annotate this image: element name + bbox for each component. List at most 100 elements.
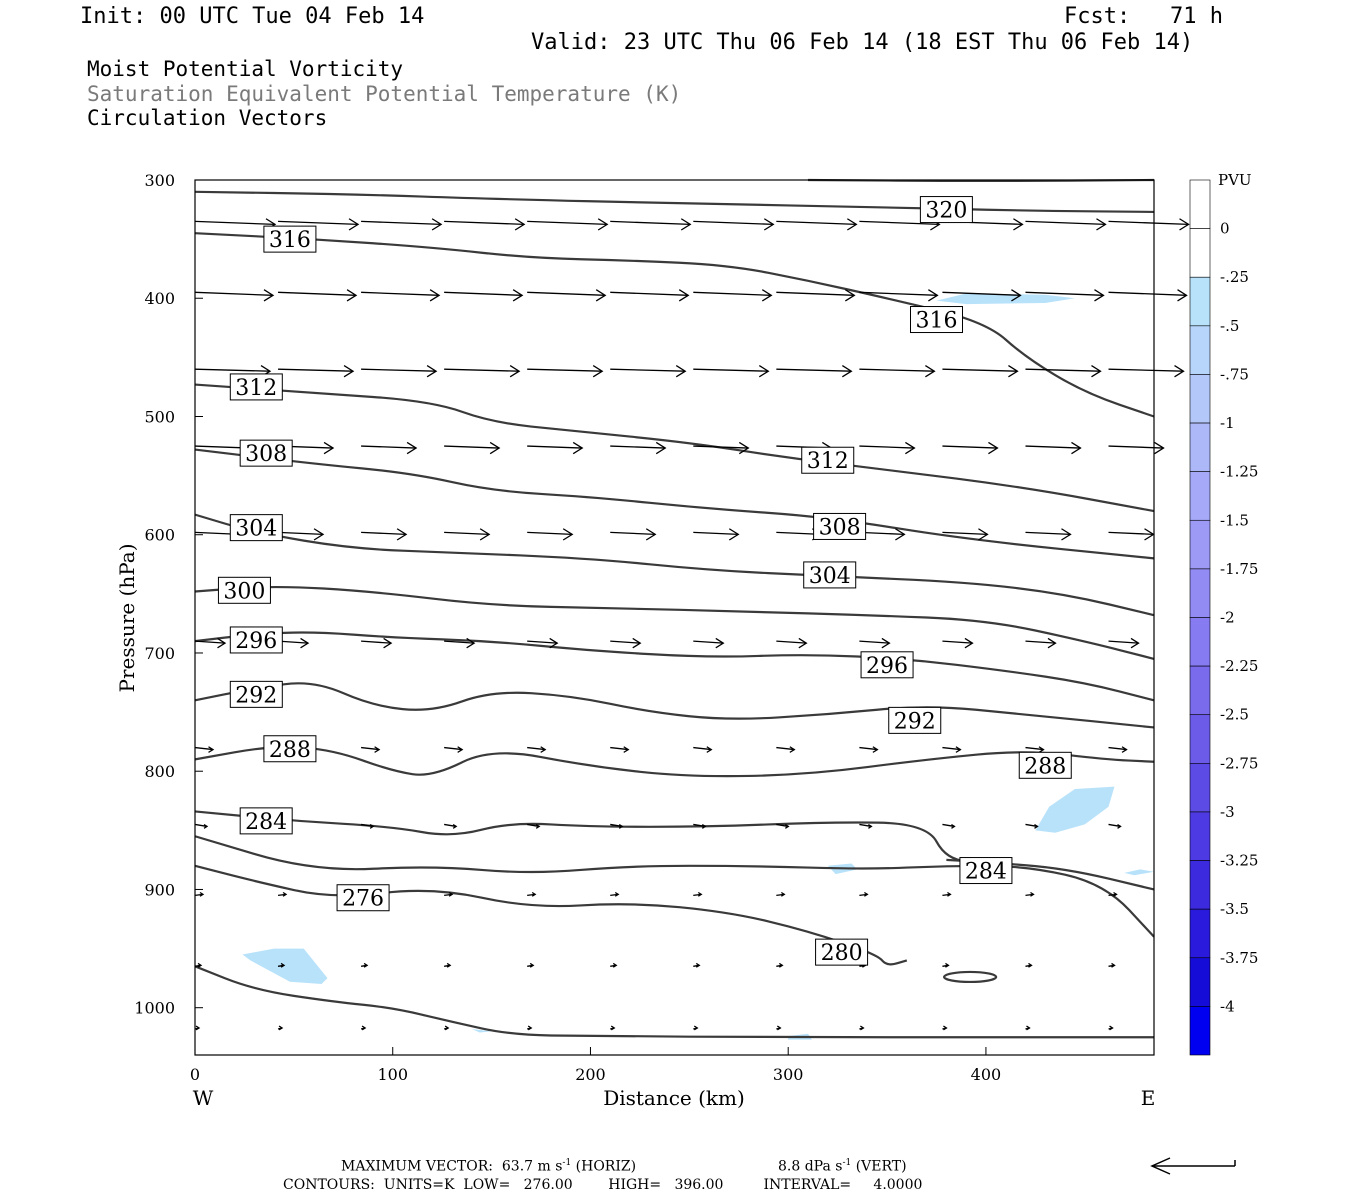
contour-label-4: 308 <box>245 442 287 467</box>
contour-label-box-5 <box>801 446 855 474</box>
vector-head-119 <box>1111 962 1116 968</box>
contour-label-box-12 <box>229 680 283 708</box>
vector-head-127 <box>776 1025 782 1031</box>
colorbar-level-6: -1.5 <box>1220 511 1249 529</box>
contour-316-2 <box>194 232 1155 418</box>
vector-head-75 <box>457 746 464 753</box>
vector-19 <box>776 291 855 296</box>
colorbar-level-14: -3.5 <box>1220 900 1249 918</box>
colorbar-cell-2 <box>1189 276 1211 327</box>
vector-head-129 <box>943 1025 948 1031</box>
field-title-3: Circulation Vectors <box>87 106 328 130</box>
vector-28 <box>527 368 603 372</box>
vector-67 <box>776 640 807 644</box>
colorbar-level-9: -2.25 <box>1220 657 1258 675</box>
contour-276-14 <box>194 965 1154 1039</box>
vector-head-95 <box>1117 823 1122 829</box>
vector-13 <box>278 291 357 296</box>
vector-7 <box>776 220 857 226</box>
vector-head-123 <box>444 1025 450 1031</box>
x-tick-label-4: 400 <box>971 1065 1002 1084</box>
vector-23 <box>1108 291 1187 296</box>
vector-head-46 <box>1071 441 1082 455</box>
vector-head-63 <box>466 637 476 649</box>
vector-81 <box>942 746 961 751</box>
contour-label-9: 304 <box>809 564 851 589</box>
pv-region-4 <box>1124 869 1154 876</box>
contour-label-7: 308 <box>819 515 861 540</box>
contour-label-10: 296 <box>235 629 277 654</box>
vector-head-37 <box>323 441 335 455</box>
vector-87 <box>444 823 457 828</box>
vector-head-7 <box>846 218 858 231</box>
vector-89 <box>610 823 623 828</box>
vector-head-68 <box>881 637 891 649</box>
vector-60 <box>194 640 226 644</box>
vector-86 <box>360 823 374 828</box>
circulation-vectors <box>194 218 1190 1031</box>
vector-35 <box>1108 368 1184 372</box>
contour-label-box-13 <box>888 706 942 734</box>
vector-32 <box>859 368 935 372</box>
vector-8 <box>859 220 940 226</box>
colorbar-level-13: -3.25 <box>1220 852 1258 870</box>
field-title-1: Moist Potential Vorticity <box>87 57 404 81</box>
vector-head-67 <box>798 637 808 649</box>
vector-head-15 <box>512 289 524 302</box>
vector-3 <box>444 220 525 226</box>
vector-head-87 <box>452 823 458 829</box>
vector-head-6 <box>763 218 775 231</box>
plot-frame <box>194 179 1155 1056</box>
vector-70 <box>1025 640 1056 644</box>
vector-head-112 <box>529 962 535 968</box>
vector-head-124 <box>527 1025 533 1031</box>
vector-head-44 <box>905 441 916 455</box>
vector-51 <box>444 531 490 536</box>
vector-head-77 <box>623 746 630 753</box>
vector-head-51 <box>479 528 491 541</box>
vector-head-30 <box>758 365 770 378</box>
vector-25 <box>278 368 354 372</box>
contour-label-11: 296 <box>866 654 908 679</box>
vector-21 <box>942 291 1021 296</box>
vector-head-50 <box>396 528 408 541</box>
vector-38 <box>361 445 417 449</box>
y-axis-title: Pressure (hPa) <box>115 544 139 693</box>
contour-label-17: 284 <box>965 860 1007 885</box>
contour-label-14: 288 <box>269 738 311 763</box>
contour-300-6 <box>194 585 1155 660</box>
vector-76 <box>527 746 546 751</box>
vector-head-76 <box>540 746 547 753</box>
vector-head-105 <box>947 891 952 897</box>
max-vector-label: MAXIMUM VECTOR: 63.7 m s-1 (HORIZ) <box>341 1158 637 1175</box>
vector-72 <box>194 746 214 751</box>
vector-53 <box>610 531 656 536</box>
vector-head-49 <box>313 528 325 541</box>
vector-head-45 <box>988 441 999 455</box>
contour-292-8 <box>194 682 1155 729</box>
contour-label-box-0 <box>919 196 973 224</box>
vector-head-88 <box>535 823 541 829</box>
vector-head-14 <box>429 289 441 302</box>
colorbar-level-15: -3.75 <box>1220 949 1258 967</box>
contour-label-box-2 <box>909 306 963 334</box>
vector-head-113 <box>612 962 618 968</box>
vector-5 <box>610 220 691 226</box>
vector-head-3 <box>514 218 526 231</box>
contour-label-box-9 <box>803 561 857 589</box>
contour-label-box-18 <box>336 884 390 912</box>
contour-label-box-14 <box>263 735 317 763</box>
vector-11 <box>1108 220 1189 226</box>
vector-head-33 <box>1008 365 1019 378</box>
vector-50 <box>361 531 407 536</box>
vector-83 <box>1108 746 1127 751</box>
vector-head-83 <box>1121 746 1128 753</box>
vector-head-58 <box>1061 528 1072 541</box>
contour-label-1: 316 <box>269 228 311 253</box>
vector-head-121 <box>278 1025 284 1031</box>
vector-head-28 <box>592 365 604 378</box>
init-time: Init: 00 UTC Tue 04 Feb 14 <box>80 4 425 29</box>
colorbar-level-5: -1.25 <box>1220 463 1258 481</box>
colorbar-cell-6 <box>1189 471 1211 521</box>
vector-head-106 <box>1030 891 1035 897</box>
